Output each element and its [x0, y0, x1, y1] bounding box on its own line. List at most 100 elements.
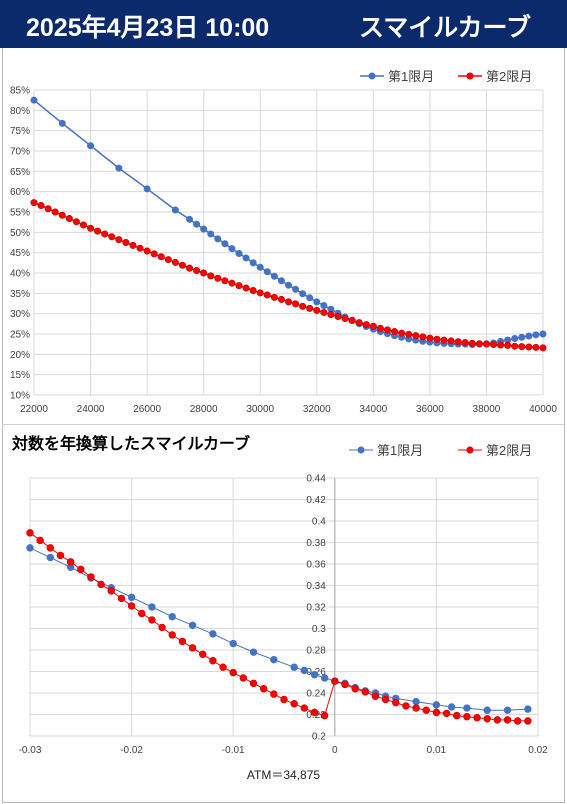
series-2-point: [331, 677, 339, 685]
y-tick-label: 0.36: [306, 560, 326, 571]
y-tick-label: 15%: [10, 370, 30, 381]
y-tick-label: 0.44: [306, 474, 326, 485]
series-2-point: [369, 322, 377, 330]
series-2-point: [229, 668, 237, 677]
series-2-point: [475, 340, 483, 348]
series-2-point: [355, 319, 363, 327]
y-tick-label: 65%: [10, 167, 30, 178]
series-2-point: [77, 565, 85, 574]
series-1-point: [447, 703, 456, 711]
series-2-point: [454, 338, 462, 346]
series-2-point: [87, 224, 95, 232]
series-2-point: [504, 341, 512, 349]
series-2-point: [525, 343, 533, 351]
header-title: スマイルカーブ: [358, 14, 531, 42]
smile-curve-chart: 10% 15% 20% 25% 30% 35% 40% 45% 50% 55% 60% 65% 70% 7…: [10, 69, 557, 415]
x-tick-label: 40000: [529, 404, 557, 415]
x-tick-label: 24000: [77, 404, 105, 415]
series-line-1: [29, 547, 528, 711]
series-1-point: [284, 281, 292, 289]
series-2-point: [419, 333, 427, 341]
series-2-point: [115, 236, 123, 244]
series-1-point: [228, 245, 236, 253]
series-2-point: [207, 272, 215, 280]
x-tick-label: 30000: [246, 404, 274, 415]
series-2-point: [186, 264, 194, 272]
series-1-point: [214, 235, 222, 243]
series-1-point: [263, 268, 271, 276]
series-1-point: [221, 240, 229, 248]
series-2-point: [482, 340, 490, 348]
series-2-point: [513, 717, 522, 725]
series-2-point: [178, 261, 186, 269]
series-2-point: [313, 306, 321, 314]
series-2-point: [26, 529, 34, 537]
series-2-point: [300, 704, 309, 712]
series-1-point: [539, 330, 547, 338]
series-2-point: [200, 269, 208, 277]
series-2-point: [320, 308, 328, 316]
series-2-point: [30, 199, 38, 207]
series-2-point: [432, 708, 441, 717]
series-2-point: [129, 241, 137, 249]
series-1-point: [30, 96, 38, 104]
series-2-point: [171, 258, 179, 266]
y-tick-label: 60%: [10, 187, 30, 198]
series-2-point: [362, 321, 370, 329]
series-2-point: [299, 302, 307, 310]
series-2-point: [503, 716, 512, 724]
series-2-point: [44, 205, 52, 213]
y-tick-label: 20%: [10, 350, 30, 361]
y-tick-label: 80%: [10, 106, 30, 117]
series-1-point: [148, 603, 156, 611]
x-tick-label: 22000: [20, 404, 48, 415]
series-1-point: [46, 553, 55, 562]
series-1-point: [463, 704, 471, 712]
series-1-point: [171, 206, 179, 214]
series-2-point: [36, 536, 44, 545]
legend-marker-2: [466, 446, 474, 454]
series-2-point: [249, 679, 258, 688]
series-2-point: [532, 343, 540, 351]
series-2-point: [221, 277, 229, 285]
series-1-point: [270, 655, 278, 664]
series-2-point: [351, 685, 359, 693]
series-1-point: [483, 706, 491, 714]
chart2-title: 対数を年換算したスマイルカーブ: [12, 436, 251, 453]
legend-marker-2: [466, 72, 474, 80]
series-line-1: [33, 99, 544, 346]
series-2-point: [461, 339, 469, 347]
series-2-point: [117, 594, 126, 603]
figure-frame: [2, 48, 565, 803]
series-2-point: [87, 573, 95, 581]
series-2-point: [46, 544, 55, 552]
series-2-point: [334, 313, 342, 321]
series-1-point: [87, 142, 95, 150]
series-2-point: [518, 343, 526, 351]
series-1-point: [277, 277, 285, 285]
series-1-point: [524, 705, 532, 713]
x-tick-label: -0.01: [222, 745, 245, 756]
x-tick-label: -0.02: [120, 745, 143, 756]
series-2-point: [235, 282, 243, 290]
header-date-time: 2025年4月23日 10:00: [26, 14, 270, 42]
series-2-point: [524, 717, 532, 725]
series-line-2: [33, 201, 544, 349]
series-2-point: [122, 239, 130, 247]
x-tick-label: 38000: [473, 404, 501, 415]
y-tick-label: 35%: [10, 289, 30, 300]
series-2-point: [56, 551, 65, 560]
series-1-point: [115, 164, 123, 172]
series-2-point: [178, 637, 187, 646]
x-tick-label: 26000: [133, 404, 161, 415]
series-2-point: [348, 317, 356, 325]
series-1-point: [188, 621, 197, 629]
series-1-point: [292, 285, 300, 293]
series-2-point: [158, 623, 166, 632]
series-1-point: [432, 701, 441, 709]
series-2-point: [447, 337, 455, 345]
log-annualized-smile-chart: 0.20.220.240.260.280.30.320.340.360.380.…: [19, 443, 549, 756]
series-1-point: [143, 185, 151, 193]
series-2-point: [193, 267, 201, 275]
series-1-point: [313, 298, 321, 306]
